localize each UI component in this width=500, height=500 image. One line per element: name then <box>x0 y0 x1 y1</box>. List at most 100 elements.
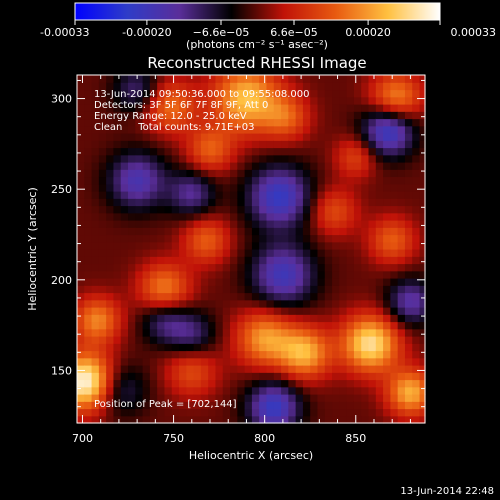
heatmap-cell <box>397 82 406 91</box>
heatmap-cell <box>368 278 377 286</box>
heatmap-cell <box>171 75 180 83</box>
heatmap-cell <box>106 220 115 228</box>
heatmap-cell <box>135 133 144 141</box>
heatmap-cell <box>106 336 115 344</box>
heatmap-cell <box>84 154 93 163</box>
heatmap-cell <box>215 321 224 330</box>
heatmap-cell <box>310 336 319 344</box>
heatmap-cell <box>179 183 187 192</box>
heatmap-cell <box>142 408 151 417</box>
heatmap-cell <box>113 386 122 395</box>
heatmap-cell <box>179 212 187 221</box>
heatmap-cell <box>157 270 166 279</box>
heatmap-cell <box>375 212 384 221</box>
heatmap-cell <box>332 205 340 214</box>
heatmap-cell <box>251 169 260 178</box>
heatmap-cell <box>164 125 173 134</box>
heatmap-cell <box>222 212 231 221</box>
heatmap-cell <box>244 125 253 134</box>
heatmap-cell <box>412 314 421 323</box>
heatmap-cell <box>142 162 151 170</box>
heatmap-cell <box>273 278 282 286</box>
heatmap-cell <box>84 415 93 424</box>
heatmap-cell <box>353 270 362 279</box>
heatmap-cell <box>310 133 319 141</box>
footer-timestamp: 13-Jun-2014 22:48 <box>400 486 494 497</box>
heatmap-cell <box>332 263 340 272</box>
heatmap-cell <box>346 321 355 330</box>
heatmap-cell <box>251 292 260 301</box>
heatmap-cell <box>368 249 377 257</box>
heatmap-cell <box>288 212 297 221</box>
heatmap-cell <box>302 379 311 388</box>
heatmap-cell <box>84 321 93 330</box>
heatmap-cell <box>324 307 333 315</box>
heatmap-cell <box>186 263 195 272</box>
heatmap-cell <box>135 328 144 337</box>
heatmap-cell <box>128 408 136 417</box>
heatmap-cell <box>142 278 151 286</box>
heatmap-cell <box>230 299 238 308</box>
heatmap-cell <box>244 415 253 424</box>
heatmap-cell <box>164 357 173 366</box>
heatmap-cell <box>346 263 355 272</box>
heatmap-cell <box>215 125 224 134</box>
heatmap-cell <box>106 169 115 178</box>
heatmap-cell <box>404 147 413 156</box>
heatmap-cell <box>179 104 187 112</box>
heatmap-cell <box>208 125 217 134</box>
heatmap-cell <box>317 234 326 243</box>
heatmap-cell <box>222 176 231 185</box>
heatmap-cell <box>404 415 413 424</box>
heatmap-cell <box>295 220 304 228</box>
heatmap-cell <box>419 227 426 236</box>
heatmap-cell <box>179 336 187 344</box>
heatmap-cell <box>339 292 348 301</box>
heatmap-cell <box>332 234 340 243</box>
heatmap-cell <box>230 394 238 402</box>
heatmap-cell <box>164 169 173 178</box>
heatmap-cell <box>412 176 421 185</box>
heatmap-cell <box>77 183 85 192</box>
heatmap-cell <box>281 118 289 127</box>
heatmap-cell <box>164 249 173 257</box>
heatmap-cell <box>135 278 144 286</box>
heatmap-cell <box>332 154 340 163</box>
heatmap-cell <box>412 379 421 388</box>
heatmap-cell <box>266 234 275 243</box>
heatmap-cell <box>157 379 166 388</box>
heatmap-cell <box>383 365 391 373</box>
heatmap-cell <box>259 350 268 359</box>
heatmap-cell <box>419 241 426 250</box>
heatmap-cell <box>179 263 187 272</box>
heatmap-cell <box>128 183 136 192</box>
heatmap-cell <box>113 249 122 257</box>
heatmap-cell <box>186 372 195 381</box>
heatmap-cell <box>302 415 311 424</box>
heatmap-cell <box>259 394 268 402</box>
heatmap-cell <box>113 125 122 134</box>
heatmap-cell <box>244 205 253 214</box>
heatmap-cell <box>332 372 340 381</box>
heatmap-cell <box>215 241 224 250</box>
heatmap-cell <box>375 270 384 279</box>
heatmap-cell <box>244 386 253 395</box>
colorbar-tick-labels: -0.00033 -0.00020 −6.6e−05 6.6e−05 0.00020 0.… <box>40 26 496 39</box>
heatmap-cell <box>157 285 166 294</box>
heatmap-cell <box>397 278 406 286</box>
heatmap-cell <box>346 328 355 337</box>
heatmap-cell <box>120 183 129 192</box>
heatmap-cell <box>353 191 362 199</box>
heatmap-cell <box>244 350 253 359</box>
heatmap-cell <box>368 394 377 402</box>
heatmap-cell <box>419 278 426 286</box>
heatmap-cell <box>215 379 224 388</box>
heatmap-cell <box>179 191 187 199</box>
y-axis-label: Heliocentric Y (arcsec) <box>26 187 39 311</box>
heatmap-cell <box>383 140 391 149</box>
heatmap-cell <box>186 386 195 395</box>
heatmap-cell <box>324 336 333 344</box>
heatmap-cell <box>288 191 297 199</box>
heatmap-cell <box>106 292 115 301</box>
heatmap-cell <box>237 96 246 105</box>
